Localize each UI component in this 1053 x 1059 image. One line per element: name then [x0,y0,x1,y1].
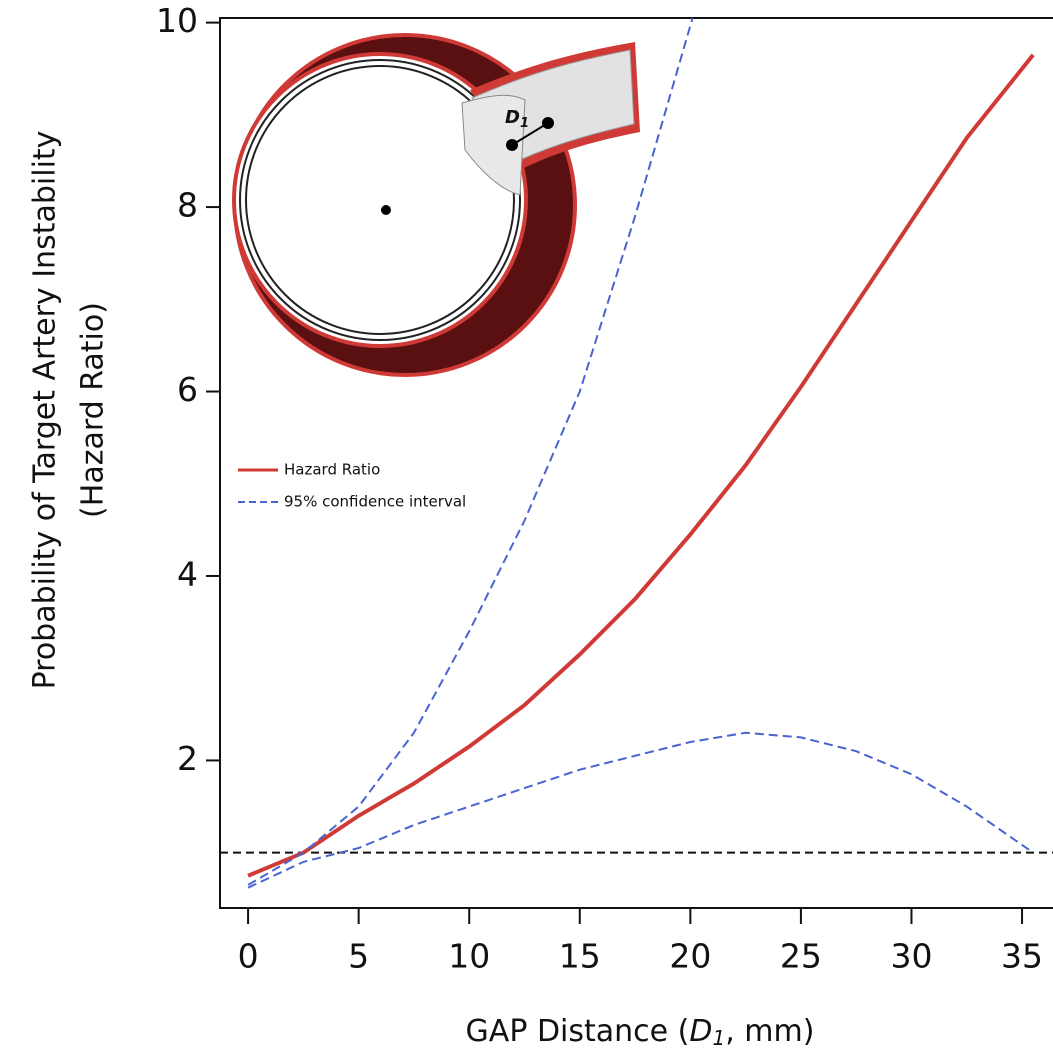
data-line [247,731,1034,889]
x-label-part: , mm) [725,1014,814,1049]
y-label: Probability of Target Artery Instability [28,131,63,690]
y-tick-label: 8 [177,186,198,225]
x-tick-label: 35 [1001,937,1043,976]
x-label: GAP Distance (D1, mm) [466,1014,815,1050]
x-tick-label: 15 [559,937,601,976]
x-label-part: D [689,1014,712,1049]
x-tick-label: 10 [448,937,490,976]
x-label-part: GAP Distance ( [466,1014,690,1049]
inset-label: D1 [505,107,529,131]
inset-label-sub: 1 [520,116,529,131]
x-tick-label: 25 [780,937,822,976]
y-label: (Hazard Ratio) [76,302,111,518]
inset-illustration: D1 [232,33,640,377]
inset-label-main: D [505,107,520,128]
plot-frame [219,17,1053,909]
y-tick-label: 10 [156,1,198,40]
x-tick-label: 0 [238,937,259,976]
x-tick-label: 5 [348,937,369,976]
legend-label: Hazard Ratio [284,461,380,479]
data-line [247,53,1035,878]
y-tick-label: 6 [177,370,198,409]
x-label-part: 1 [712,1026,725,1050]
legend-label: 95% confidence interval [284,493,466,511]
data-line [247,17,694,886]
y-tick-label: 4 [177,554,198,593]
y-tick-label: 2 [177,739,198,778]
x-tick-label: 20 [669,937,711,976]
x-tick-label: 30 [890,937,932,976]
